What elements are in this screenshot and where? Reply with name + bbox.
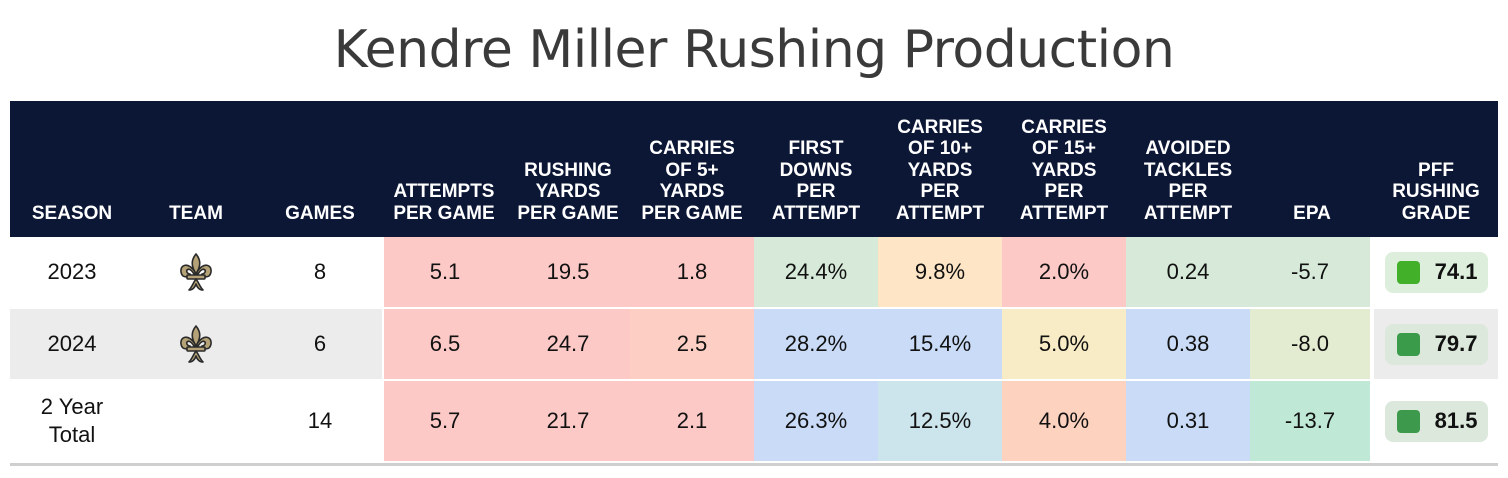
header-avoided-tackles-per-attempt: AVOIDED TACKLES PER ATTEMPT — [1126, 101, 1250, 237]
grade-indicator-icon — [1396, 260, 1420, 284]
cell-season: 2023 — [10, 237, 134, 307]
cell-first-downs-per-attempt: 26.3% — [754, 381, 878, 461]
cell-pff-rushing-grade: 74.1 — [1374, 237, 1498, 307]
cell-team — [134, 381, 258, 461]
header-carries-10-plus-per-attempt: CARRIES OF 10+ YARDS PER ATTEMPT — [878, 101, 1002, 237]
cell-epa: -8.0 — [1250, 309, 1370, 379]
cell-rushing-yards-per-game: 21.7 — [506, 381, 630, 461]
cell-games: 14 — [258, 381, 382, 461]
cell-pff-rushing-grade: 79.7 — [1374, 309, 1498, 379]
fleur-de-lis-icon — [180, 253, 212, 291]
cell-team — [134, 237, 258, 307]
cell-epa: -13.7 — [1250, 381, 1370, 461]
header-carries-5-plus-per-game: CARRIES OF 5+ YARDS PER GAME — [630, 101, 754, 237]
row-divider — [10, 379, 1498, 381]
cell-avoided-tackles-per-attempt: 0.38 — [1126, 309, 1250, 379]
cell-epa: -5.7 — [1250, 237, 1370, 307]
cell-attempts-per-game: 6.5 — [384, 309, 506, 379]
table-bottom-rule — [10, 463, 1498, 466]
cell-carries-10-plus-per-attempt: 12.5% — [878, 381, 1002, 461]
grade-indicator-icon — [1396, 409, 1420, 433]
cell-season: 2 Year Total — [10, 381, 134, 461]
cell-team — [134, 309, 258, 379]
cell-carries-5-plus-per-game: 1.8 — [630, 237, 754, 307]
grade-indicator-icon — [1396, 332, 1420, 356]
header-epa: EPA — [1250, 101, 1374, 237]
cell-carries-15-plus-per-attempt: 2.0% — [1002, 237, 1126, 307]
cell-carries-5-plus-per-game: 2.1 — [630, 381, 754, 461]
cell-rushing-yards-per-game: 24.7 — [506, 309, 630, 379]
cell-attempts-per-game: 5.1 — [384, 237, 506, 307]
fleur-de-lis-icon — [180, 325, 212, 363]
cell-games: 8 — [258, 237, 382, 307]
cell-attempts-per-game: 5.7 — [384, 381, 506, 461]
header-season: SEASON — [10, 101, 134, 237]
header-pff-rushing-grade: PFF RUSHING GRADE — [1374, 101, 1498, 237]
cell-avoided-tackles-per-attempt: 0.24 — [1126, 237, 1250, 307]
header-carries-15-plus-per-attempt: CARRIES OF 15+ YARDS PER ATTEMPT — [1002, 101, 1126, 237]
header-attempts-per-game: ATTEMPTS PER GAME — [382, 101, 506, 237]
cell-pff-rushing-grade: 81.5 — [1374, 381, 1498, 461]
header-team: TEAM — [134, 101, 258, 237]
cell-carries-10-plus-per-attempt: 15.4% — [878, 309, 1002, 379]
row-divider — [10, 307, 1498, 309]
cell-games: 6 — [258, 309, 382, 379]
header-games: GAMES — [258, 101, 382, 237]
cell-avoided-tackles-per-attempt: 0.31 — [1126, 381, 1250, 461]
cell-first-downs-per-attempt: 24.4% — [754, 237, 878, 307]
grade-value: 74.1 — [1434, 259, 1478, 284]
grade-badge: 79.7 — [1384, 323, 1488, 365]
grade-badge: 74.1 — [1384, 251, 1488, 293]
grade-value: 81.5 — [1434, 408, 1478, 433]
cell-first-downs-per-attempt: 28.2% — [754, 309, 878, 379]
header-first-downs-per-attempt: FIRST DOWNS PER ATTEMPT — [754, 101, 878, 237]
grade-badge: 81.5 — [1384, 400, 1488, 442]
cell-season: 2024 — [10, 309, 134, 379]
cell-carries-5-plus-per-game: 2.5 — [630, 309, 754, 379]
grade-value: 79.7 — [1434, 331, 1478, 356]
chart-title: Kendre Miller Rushing Production — [333, 20, 1175, 80]
stats-table: SEASON TEAM GAMES ATTEMPTS PER GAME RUSH… — [10, 101, 1498, 466]
cell-carries-15-plus-per-attempt: 4.0% — [1002, 381, 1126, 461]
cell-rushing-yards-per-game: 19.5 — [506, 237, 630, 307]
cell-carries-15-plus-per-attempt: 5.0% — [1002, 309, 1126, 379]
cell-carries-10-plus-per-attempt: 9.8% — [878, 237, 1002, 307]
header-rushing-yards-per-game: RUSHING YARDS PER GAME — [506, 101, 630, 237]
